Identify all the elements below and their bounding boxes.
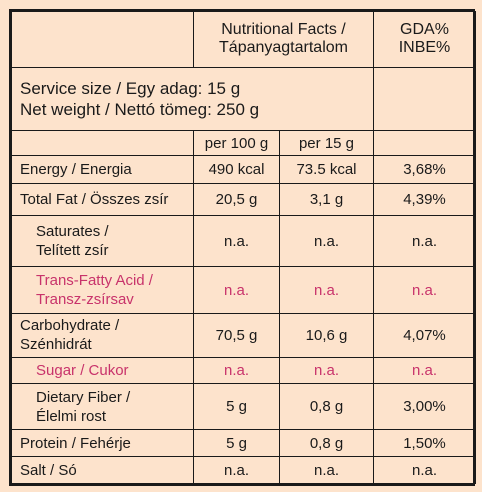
header-gda-cell: GDA% INBE%: [373, 11, 476, 68]
gda-value: n.a.: [373, 356, 476, 385]
nutrient-label-hu: Szénhidrát: [20, 336, 92, 354]
per100-value: 70,5 g: [193, 313, 280, 358]
facts-label-hu: Tápanyagtartalom: [219, 39, 348, 57]
per15-value: 3,1 g: [279, 182, 374, 217]
facts-label: Nutritional Facts /: [221, 21, 346, 39]
nutrient-label: Protein / Fehérje: [20, 434, 131, 452]
table-row: Dietary Fiber / Élelmi rost 5 g 0,8 g 3,…: [11, 383, 476, 430]
table-row: Protein / Fehérje 5 g 0,8 g 1,50%: [11, 428, 476, 458]
per100-value: n.a.: [193, 266, 280, 315]
column-header-row: per 100 g per 15 g: [11, 129, 476, 157]
per100-value: 5 g: [193, 383, 280, 430]
nutrient-label-hu: Telített zsír: [36, 242, 109, 260]
serving-cell: Service size / Egy adag: 15 g Net weight…: [11, 66, 374, 132]
gda-value: 3,68%: [373, 155, 476, 184]
nutrient-label: Sugar / Cukor: [36, 362, 129, 380]
nutrient-name: Sugar / Cukor: [11, 356, 194, 385]
nutrient-name: Trans-Fatty Acid / Transz-zsírsav: [11, 266, 194, 315]
net-weight: Net weight / Nettó tömeg: 250 g: [20, 99, 260, 119]
nutrient-label: Saturates /: [36, 223, 109, 241]
per15-value: 10,6 g: [279, 313, 374, 358]
inbe-label: INBE%: [398, 39, 451, 57]
serving-empty-cell: [373, 66, 476, 132]
nutrition-table: Nutritional Facts / Tápanyagtartalom GDA…: [11, 11, 476, 484]
per100-value: n.a.: [193, 215, 280, 268]
gda-value: n.a.: [373, 215, 476, 268]
header-row: Nutritional Facts / Tápanyagtartalom GDA…: [11, 11, 476, 68]
per100-value: 20,5 g: [193, 182, 280, 217]
nutrient-label-hu: Transz-zsírsav: [36, 291, 134, 309]
table-row: Total Fat / Összes zsír 20,5 g 3,1 g 4,3…: [11, 182, 476, 217]
per15-value: n.a.: [279, 356, 374, 385]
per15-value: 73.5 kcal: [279, 155, 374, 184]
per100-value: n.a.: [193, 356, 280, 385]
nutrient-name: Carbohydrate / Szénhidrát: [11, 313, 194, 358]
nutrient-label-hu: Élelmi rost: [36, 407, 107, 425]
gda-label: GDA%: [400, 21, 449, 39]
nutrient-name: Energy / Energia: [11, 155, 194, 184]
per100-header: per 100 g: [193, 129, 280, 157]
nutrient-name: Dietary Fiber / Élelmi rost: [11, 383, 194, 430]
per15-value: n.a.: [279, 456, 374, 484]
nutrient-label: Trans-Fatty Acid /: [36, 272, 153, 290]
header-facts-cell: Nutritional Facts / Tápanyagtartalom: [193, 11, 374, 68]
gda-value: n.a.: [373, 456, 476, 484]
gda-value: 4,39%: [373, 182, 476, 217]
table-row: Saturates / Telített zsír n.a. n.a. n.a.: [11, 215, 476, 268]
table-row: Energy / Energia 490 kcal 73.5 kcal 3,68…: [11, 155, 476, 184]
column-header-empty: [11, 129, 194, 157]
serving-row: Service size / Egy adag: 15 g Net weight…: [11, 66, 476, 132]
nutrient-name: Total Fat / Összes zsír: [11, 182, 194, 217]
per100-value: 490 kcal: [193, 155, 280, 184]
table-row: Salt / Só n.a. n.a. n.a.: [11, 456, 476, 484]
table-row: Carbohydrate / Szénhidrát 70,5 g 10,6 g …: [11, 313, 476, 358]
table-row: Trans-Fatty Acid / Transz-zsírsav n.a. n…: [11, 266, 476, 315]
per100-value: 5 g: [193, 428, 280, 458]
per15-value: n.a.: [279, 266, 374, 315]
per100-value: n.a.: [193, 456, 280, 484]
gda-value: n.a.: [373, 266, 476, 315]
column-header-empty-gda: [373, 129, 476, 157]
nutrient-name: Saturates / Telített zsír: [11, 215, 194, 268]
nutrition-table-frame: Nutritional Facts / Tápanyagtartalom GDA…: [9, 9, 476, 486]
gda-value: 1,50%: [373, 428, 476, 458]
nutrient-label: Dietary Fiber /: [36, 388, 131, 406]
gda-value: 3,00%: [373, 383, 476, 430]
nutrient-label: Carbohydrate /: [20, 317, 120, 335]
nutrient-label: Salt / Só: [20, 461, 77, 479]
nutrient-label: Total Fat / Összes zsír: [20, 191, 169, 209]
per15-value: 0,8 g: [279, 428, 374, 458]
nutrient-name: Salt / Só: [11, 456, 194, 484]
table-row: Sugar / Cukor n.a. n.a. n.a.: [11, 356, 476, 385]
per15-value: 0,8 g: [279, 383, 374, 430]
per15-value: n.a.: [279, 215, 374, 268]
gda-value: 4,07%: [373, 313, 476, 358]
serving-size: Service size / Egy adag: 15 g: [20, 78, 241, 98]
nutrient-name: Protein / Fehérje: [11, 428, 194, 458]
nutrient-label: Energy / Energia: [20, 161, 132, 179]
header-empty-cell: [11, 11, 194, 68]
per15-header: per 15 g: [279, 129, 374, 157]
